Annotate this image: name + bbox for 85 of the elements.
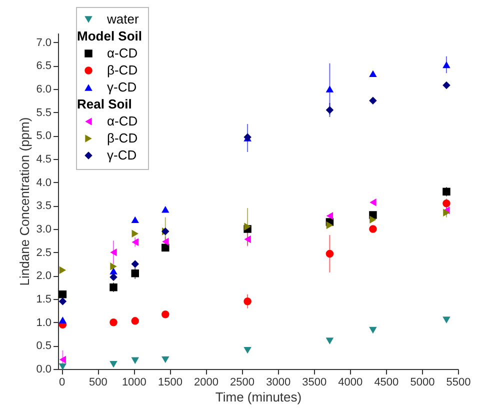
point [442,61,450,68]
x-tick-label: 2500 [230,376,255,388]
point [244,297,252,306]
y-tick-label: 2.0 [36,270,52,282]
x-tick-label: 4000 [338,376,363,388]
y-tick-label: 0.0 [36,364,52,376]
legend-label: γ-CD [107,80,137,94]
point [58,363,67,370]
point [110,268,118,274]
x-tick-label: 4500 [374,376,399,388]
annotation: Real Soil [77,96,132,112]
point [132,230,138,238]
point [110,360,118,368]
x-tick-label: 5500 [446,376,471,388]
point [326,338,334,344]
point [326,212,334,220]
point [162,310,170,318]
point [58,290,67,298]
y-tick-label: 1.0 [36,316,52,329]
legend-label: β-CD [107,130,138,146]
point [110,262,117,270]
point [442,199,450,208]
x-axis-title: Time (minutes) [215,390,302,404]
point [244,346,252,354]
x-tick-label: 3500 [302,376,327,388]
y-tick-label: 3.0 [36,224,52,236]
x-tick-label: 0 [59,376,66,388]
legend-label: water [106,12,140,26]
point [58,297,67,306]
point [326,221,334,230]
point [369,70,377,77]
point [162,244,170,252]
x-tick-label: 2000 [194,376,218,388]
y-tick-label: 0.5 [36,340,52,352]
y-tick-label: 4.5 [36,154,52,166]
point [369,225,377,233]
point [370,198,376,206]
point [326,250,334,258]
point [326,86,334,92]
point [442,188,450,196]
point [244,235,251,244]
point [442,81,450,90]
y-tick-label: 1.5 [36,294,52,306]
y-tick-label: 7.0 [36,36,52,49]
legend-label: γ-CD [107,148,137,162]
point [244,222,251,231]
y-tick-label: 6.0 [36,84,52,96]
point [110,283,118,292]
x-tick-label: 1000 [122,376,146,388]
y-tick-label: 3.5 [36,200,52,212]
y-axis-title: Lindane Concentration (ppm) [17,117,32,286]
x-tick-label: 500 [88,376,108,388]
point [369,96,377,105]
point [58,316,67,324]
y-tick-label: 2.5 [36,246,52,259]
point [132,238,138,246]
x-tick-label: 1500 [158,376,182,388]
point [131,269,139,278]
point [59,356,66,364]
y-tick-label: 4.0 [36,176,52,189]
point [110,273,118,281]
y-tick-label: 6.5 [36,60,52,72]
point [131,260,139,268]
y-tick-label: 5.5 [36,106,52,119]
x-tick-label: 3000 [266,376,291,388]
point [326,106,334,114]
point [369,326,377,334]
point [131,317,139,325]
legend-label: α-CD [107,114,138,128]
legend-label: β-CD [107,62,138,78]
x-tick-label: 5000 [410,376,435,388]
point [162,206,170,213]
point [442,316,450,324]
point [162,356,170,364]
point [370,216,376,224]
legend-label: α-CD [107,46,138,60]
point [162,238,169,246]
annotation: Model Soil [77,28,142,44]
point [131,357,139,364]
point [131,216,139,224]
point [59,266,66,274]
y-tick-label: 5.0 [36,130,52,142]
point [110,318,118,326]
point [443,208,450,217]
point [110,248,117,256]
